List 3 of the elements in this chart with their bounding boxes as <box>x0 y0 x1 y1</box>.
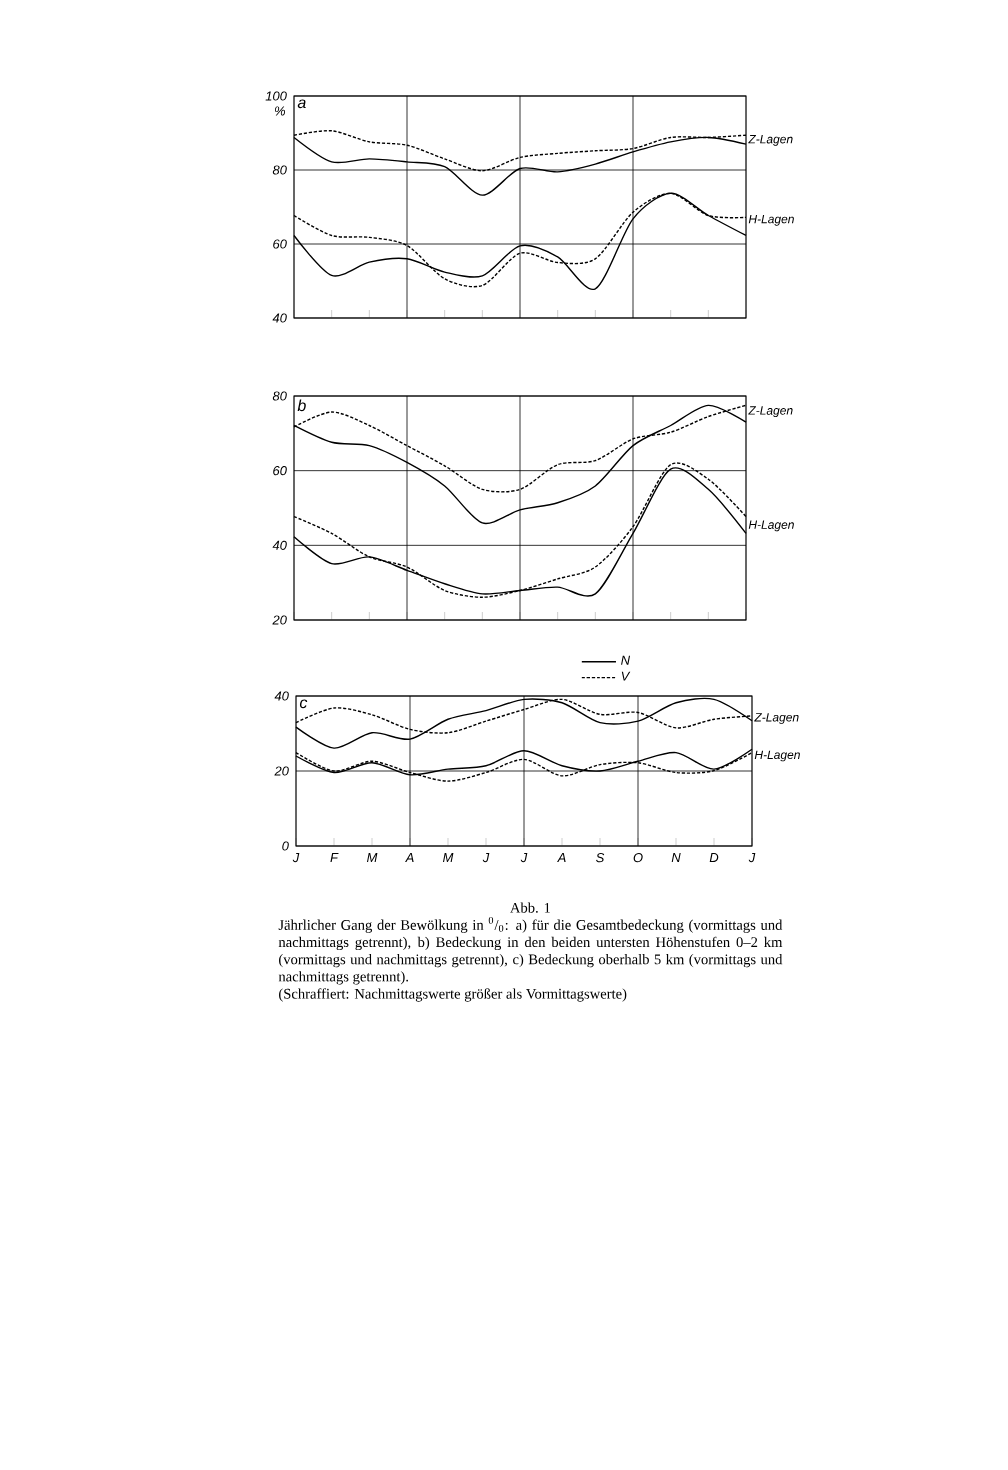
chart-title: a <box>297 99 306 109</box>
chart-title: b <box>297 399 306 412</box>
chart-title: c <box>299 699 308 709</box>
